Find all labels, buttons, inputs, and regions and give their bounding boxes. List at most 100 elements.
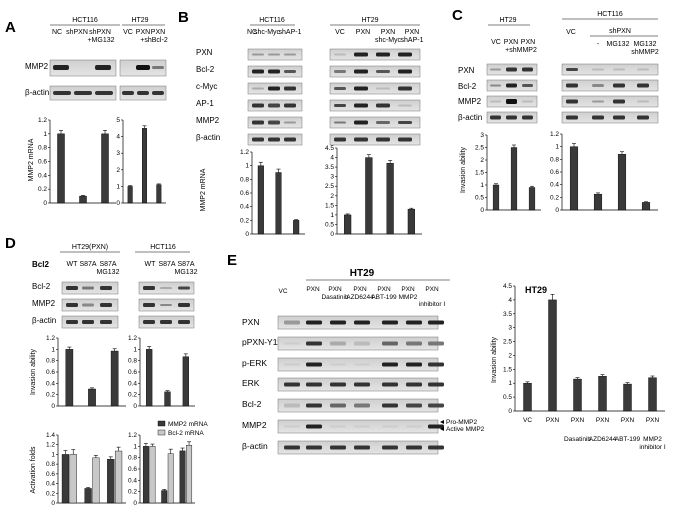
y-tick-label: 2	[508, 352, 512, 359]
a-lane-mg132: +MG132	[87, 37, 114, 44]
d-ylabel-bottom: Activation folds	[30, 446, 37, 494]
blot-band	[82, 286, 94, 290]
blot-band	[613, 68, 625, 71]
y-tick-label: 0	[245, 231, 249, 238]
bar	[365, 157, 373, 235]
d-blot-mmp2: MMP2	[32, 299, 56, 308]
blot-band	[522, 67, 533, 72]
y-tick-label: 1.2	[550, 131, 559, 138]
bar	[57, 133, 65, 204]
blot-band	[376, 121, 390, 124]
blot-band	[354, 382, 370, 387]
c-lane-vc: VC	[491, 39, 501, 46]
panel-a-letter: A	[5, 19, 16, 36]
d-blot-actin: β-actin	[32, 316, 56, 325]
blot-band	[613, 99, 625, 104]
y-tick-label: 0.6	[38, 159, 47, 166]
y-tick-label: 0.8	[128, 358, 137, 365]
y-tick-label: 2.5	[325, 183, 334, 190]
e-lane-top: VC	[278, 288, 287, 295]
blot-band	[382, 382, 398, 387]
blot-band	[613, 83, 625, 88]
bar	[164, 391, 171, 407]
blot-band	[330, 341, 346, 346]
blot-band	[143, 320, 155, 324]
y-tick-label: 1	[133, 346, 137, 353]
y-tick-label: 0	[330, 231, 334, 238]
blot-band	[522, 84, 533, 87]
blot-band	[178, 303, 190, 307]
d-lane-s87a2: S87A	[99, 261, 116, 268]
blot-band	[268, 103, 280, 108]
c-lane-mg132-2: MG132	[634, 41, 657, 48]
blot-band	[334, 53, 346, 56]
blot-band	[428, 362, 444, 367]
e-blot-perk: p-ERK	[242, 358, 267, 368]
blot-band	[284, 425, 300, 428]
y-tick-label: 0.2	[128, 489, 137, 496]
blot-band	[398, 121, 412, 124]
blot-band	[330, 363, 346, 366]
blot-band	[334, 87, 346, 90]
b-blot-ap1: AP-1	[196, 99, 214, 108]
y-tick-label: 4	[330, 155, 334, 162]
y-tick-label: 1	[245, 163, 249, 170]
a-lane-shpxn2: shPXN	[89, 29, 111, 36]
blot-band	[566, 99, 578, 104]
blot-band	[354, 425, 370, 428]
e-xcat: PXN	[571, 417, 585, 424]
y-tick-label: 0	[508, 408, 512, 415]
blot-band	[490, 115, 501, 120]
y-tick-label: 1.2	[38, 117, 47, 124]
bar	[182, 356, 189, 407]
b-lane-shcmyc: shc-Myc	[254, 29, 281, 36]
y-tick-label: 0	[51, 403, 55, 410]
bar	[179, 450, 186, 504]
bar	[110, 350, 119, 407]
blot-band	[506, 67, 517, 72]
panel-e-letter: E	[227, 252, 237, 269]
bar	[293, 220, 300, 235]
blot-band	[592, 68, 604, 71]
b-right-cell: HT29	[361, 17, 378, 24]
blot-band	[637, 83, 649, 88]
y-tick-label: 0.8	[240, 176, 249, 183]
blot-band	[252, 120, 264, 125]
bar	[156, 184, 162, 204]
b-lane-shcmyc-sub: shc-Myc	[375, 37, 402, 44]
d-lane-s87a: S87A	[79, 261, 96, 268]
bar	[344, 214, 352, 235]
y-tick-label: 1	[480, 182, 484, 189]
e-lane-sub: inhibitor I	[419, 301, 446, 308]
c-blot-bcl2: Bcl-2	[458, 82, 477, 91]
b-blot-actin: β-actin	[196, 133, 220, 142]
blot-band	[490, 84, 501, 87]
blot-band	[268, 137, 280, 142]
blot-band	[178, 320, 190, 324]
y-tick-label: 0.8	[128, 455, 137, 462]
e-note-pro-mmp2: Pro-MMP2	[446, 419, 477, 426]
blot-band	[376, 103, 390, 108]
y-tick-label: 0	[555, 207, 559, 214]
blot-band	[143, 286, 155, 290]
y-tick-label: 0.6	[240, 190, 249, 197]
b-blots: PXN Bcl-2 c-Myc AP-1 MMP2 β-actin	[196, 48, 220, 142]
bar	[598, 376, 607, 412]
blot-band	[613, 115, 625, 120]
bar	[386, 163, 394, 235]
y-tick-label: 0	[51, 500, 55, 507]
e-xcat: PXN	[596, 417, 610, 424]
c-lane-dash: -	[597, 41, 600, 48]
d-lane-wt-r: WT	[145, 261, 157, 268]
y-tick-label: 1	[116, 183, 120, 190]
bar	[510, 147, 518, 211]
blot-band	[252, 69, 264, 74]
b-lane-shap1: shAP-1	[279, 29, 302, 36]
a-lane-pxn2: PXN	[151, 29, 165, 36]
y-tick-label: 5	[116, 117, 120, 124]
y-tick-label: 4	[116, 134, 120, 141]
b-lane-shap1-sub: shAP-1	[401, 37, 424, 44]
y-tick-label: 1.2	[46, 442, 55, 449]
a-right-cell: HT29	[131, 17, 148, 24]
blot-band	[284, 70, 296, 73]
